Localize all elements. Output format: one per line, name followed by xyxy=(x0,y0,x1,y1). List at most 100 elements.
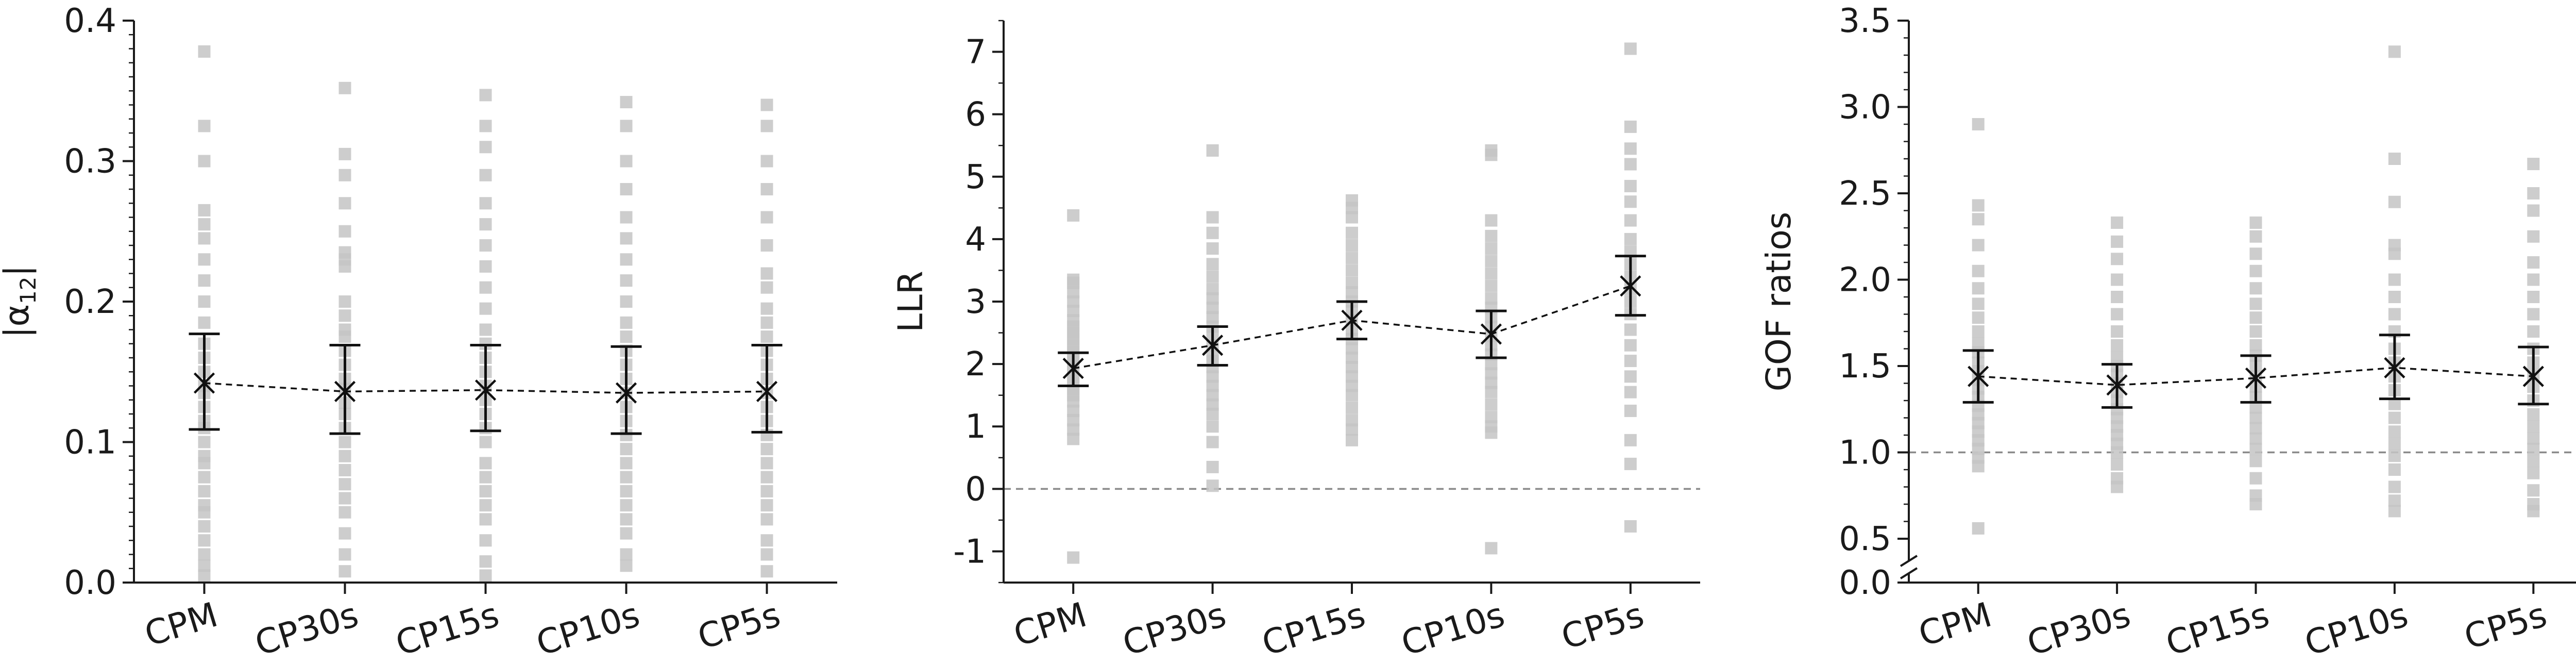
data-point xyxy=(338,147,351,160)
data-point xyxy=(2388,463,2401,476)
data-point xyxy=(479,534,492,547)
data-point xyxy=(198,295,211,308)
data-point xyxy=(2527,187,2540,200)
mean-marker-stroke xyxy=(1480,323,1502,345)
data-point xyxy=(479,555,492,568)
y-axis-title: |α12| xyxy=(0,265,41,338)
data-point xyxy=(2388,425,2401,438)
y-tick-label: 7 xyxy=(965,34,986,72)
data-point xyxy=(760,183,773,195)
data-point xyxy=(760,443,773,456)
y-tick-label: 2.0 xyxy=(1839,261,1891,300)
x-tick-label: CP5s xyxy=(1557,595,1649,657)
data-point xyxy=(2388,273,2401,286)
data-point xyxy=(1624,404,1637,417)
x-tick-label: CPM xyxy=(1914,595,1996,654)
mean-marker xyxy=(2106,374,2128,396)
data-point xyxy=(1972,297,1985,310)
mean-marker-stroke xyxy=(474,379,497,401)
data-point xyxy=(2249,325,2262,338)
data-point xyxy=(2527,442,2540,455)
data-point xyxy=(2388,308,2401,321)
data-point xyxy=(1206,479,1219,492)
data-point xyxy=(620,443,633,456)
y-tick-label: 6 xyxy=(965,96,986,134)
mean-marker xyxy=(2522,366,2544,387)
data-point xyxy=(760,330,773,343)
data-point xyxy=(2527,158,2540,171)
data-point xyxy=(620,211,633,224)
data-point xyxy=(760,239,773,252)
data-point xyxy=(2111,253,2124,265)
data-point xyxy=(1624,120,1637,133)
mean-marker xyxy=(334,380,356,402)
data-point xyxy=(198,559,211,572)
data-point xyxy=(1206,258,1219,271)
axis-break-mark xyxy=(1900,567,1918,579)
x-tick-label: CP10s xyxy=(2300,595,2413,663)
y-tick-label: 1 xyxy=(965,408,986,446)
x-tick-label: CP5s xyxy=(693,595,785,657)
data-point xyxy=(760,499,773,512)
data-point xyxy=(198,520,211,533)
data-point xyxy=(1624,233,1637,245)
data-point xyxy=(1624,370,1637,383)
data-point xyxy=(620,513,633,526)
data-point xyxy=(620,527,633,540)
data-point xyxy=(1972,264,1985,277)
data-point xyxy=(2388,45,2401,58)
data-point xyxy=(2111,472,2124,485)
data-point xyxy=(479,141,492,154)
data-point xyxy=(2527,484,2540,497)
mean-marker-stroke xyxy=(615,382,637,404)
data-point xyxy=(198,534,211,547)
x-tick-label: CP30s xyxy=(2023,595,2135,663)
data-point xyxy=(338,450,351,462)
data-point xyxy=(760,565,773,578)
mean-marker-stroke xyxy=(2384,357,2405,378)
data-point xyxy=(1206,420,1219,433)
data-point xyxy=(620,499,633,512)
data-point xyxy=(1624,457,1637,470)
data-point xyxy=(198,204,211,217)
x-tick-label: CP5s xyxy=(2460,595,2551,657)
error-bar xyxy=(329,343,361,435)
data-point xyxy=(479,120,492,132)
data-point xyxy=(620,485,633,497)
data-point xyxy=(1346,252,1358,264)
x-tick-label: CP30s xyxy=(250,595,363,663)
y-tick-label: 4 xyxy=(965,221,986,259)
data-point xyxy=(620,253,633,266)
data-point xyxy=(1624,339,1637,352)
data-point xyxy=(2527,432,2540,445)
data-point xyxy=(2527,498,2540,510)
data-point xyxy=(1346,264,1358,277)
data-point xyxy=(2111,325,2124,338)
data-point xyxy=(1485,398,1498,411)
data-point xyxy=(2527,408,2540,421)
error-bar xyxy=(751,343,783,434)
data-point xyxy=(2249,264,2262,277)
mean-marker-stroke xyxy=(334,380,356,402)
data-point xyxy=(198,450,211,462)
data-point xyxy=(338,169,351,181)
data-point xyxy=(2249,472,2262,485)
data-point xyxy=(198,120,211,132)
data-point xyxy=(2249,216,2262,229)
data-point xyxy=(2249,455,2262,468)
data-point xyxy=(2111,308,2124,321)
mean-marker xyxy=(474,379,497,401)
y-tick-label: 0 xyxy=(965,470,986,508)
data-point xyxy=(1624,434,1637,446)
data-point xyxy=(479,569,492,582)
data-point xyxy=(2111,351,2124,364)
mean-marker xyxy=(1480,323,1502,345)
data-point xyxy=(198,316,211,329)
data-point xyxy=(760,513,773,526)
data-point xyxy=(1972,118,1985,130)
y-tick-label: 2 xyxy=(965,345,986,384)
data-point xyxy=(198,436,211,449)
data-point xyxy=(2111,291,2124,303)
data-point xyxy=(760,281,773,294)
data-point xyxy=(1485,144,1498,157)
